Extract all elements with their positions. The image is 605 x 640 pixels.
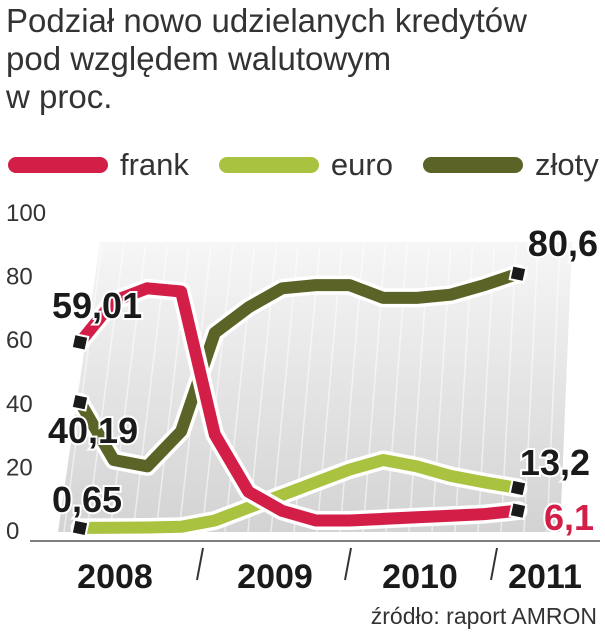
- legend-item-2: złoty: [422, 147, 599, 183]
- year-separator-1: [344, 547, 352, 581]
- data-label-frank-start: 59,01: [52, 285, 142, 326]
- x-tick-2011: 2011: [508, 558, 582, 596]
- x-tick-2010: 2010: [382, 558, 458, 596]
- x-tick-2009: 2009: [237, 558, 313, 596]
- legend-swatch-0: [8, 157, 108, 173]
- legend-item-1: euro: [218, 147, 393, 183]
- chart-title: Podział nowo udzielanych kredytów pod wz…: [6, 2, 596, 116]
- legend-item-0: frank: [8, 147, 189, 183]
- chart-legend: frank euro złoty: [8, 147, 605, 183]
- y-tick-80: 80: [6, 264, 33, 291]
- y-tick-60: 60: [6, 327, 33, 354]
- series-line-złoty: [74, 267, 524, 473]
- legend-label-0: frank: [120, 147, 189, 182]
- y-tick-40: 40: [6, 391, 33, 418]
- marker-frank-start: [70, 332, 90, 352]
- title-line-1: Podział nowo udzielanych kredytów: [6, 2, 527, 39]
- legend-label-2: złoty: [534, 147, 599, 182]
- y-tick-100: 100: [6, 200, 46, 227]
- marker-euro-start: [70, 518, 90, 538]
- title-line-3: w proc.: [6, 78, 113, 115]
- marker-frank-end: [508, 501, 528, 521]
- series-line-euro: [74, 454, 524, 534]
- series-line-frank: [74, 282, 524, 527]
- legend-swatch-1: [218, 157, 319, 173]
- data-label-frank-end: 6,1: [544, 497, 594, 538]
- marker-złoty-end: [508, 264, 528, 284]
- data-label-zloty-start: 40,19: [48, 410, 138, 451]
- year-separator-2: [490, 547, 498, 581]
- x-tick-2008: 2008: [77, 558, 153, 596]
- data-label-euro-end: 13,2: [520, 442, 590, 483]
- marker-złoty-start: [70, 392, 90, 412]
- source-note: źródło: raport AMRON: [370, 603, 597, 629]
- y-tick-20: 20: [6, 454, 33, 481]
- y-tick-0: 0: [6, 518, 19, 545]
- legend-label-1: euro: [330, 147, 393, 182]
- data-label-zloty-end: 80,6: [528, 223, 598, 264]
- data-label-euro-start: 0,65: [52, 479, 122, 520]
- title-line-2: pod względem walutowym: [6, 40, 392, 77]
- legend-swatch-2: [422, 157, 523, 173]
- year-separator-0: [196, 547, 204, 581]
- marker-euro-end: [508, 478, 528, 498]
